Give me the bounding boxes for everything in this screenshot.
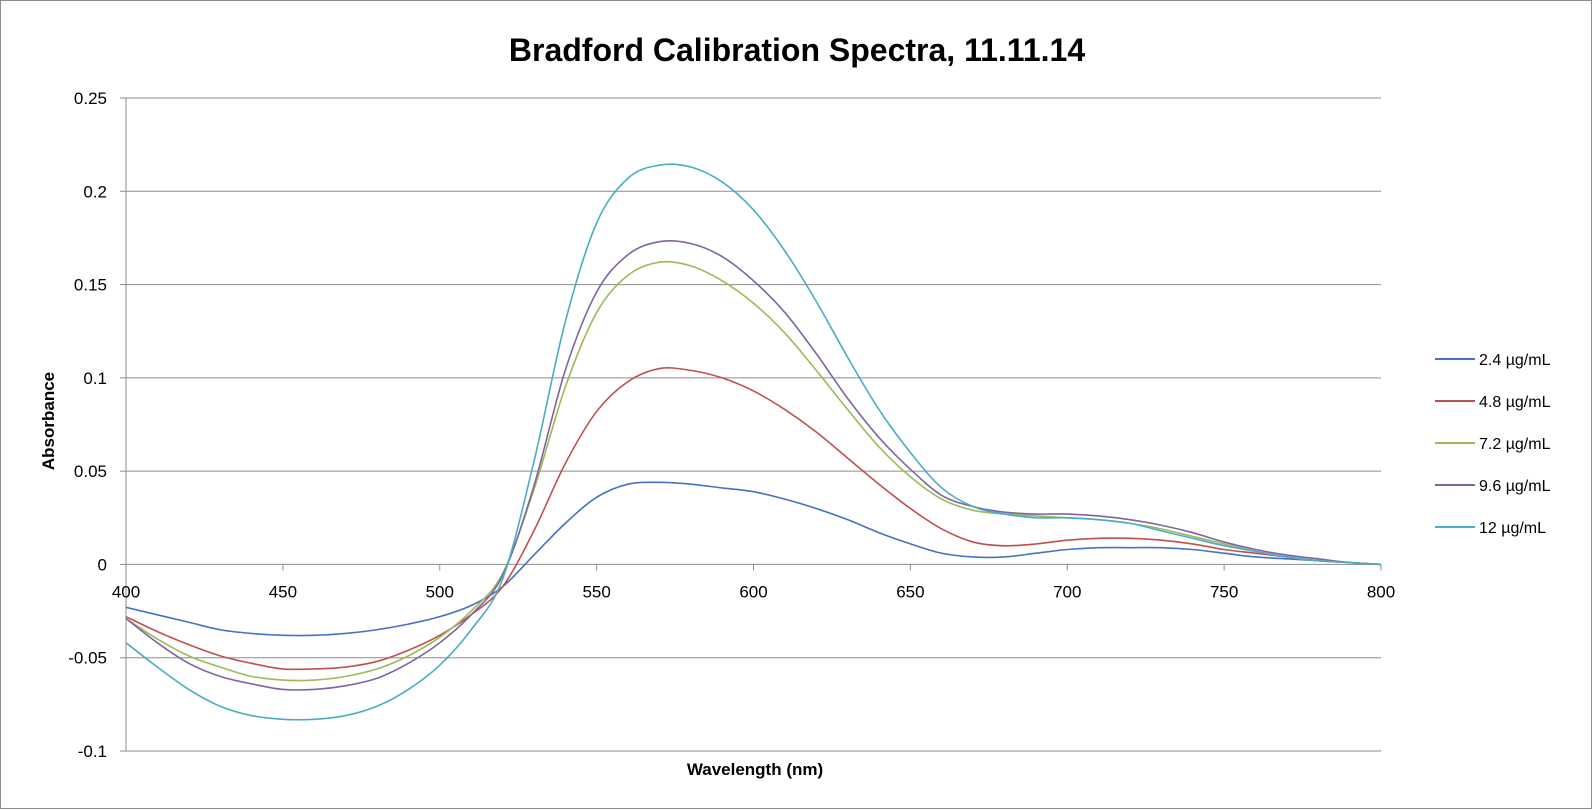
chart-title: Bradford Calibration Spectra, 11.11.14	[509, 32, 1085, 68]
axes	[125, 98, 1381, 751]
x-tick-labels: 400 450 500 550 600 650 700 750 800	[112, 564, 1395, 601]
legend-label-1: 2.4 µg/mL	[1479, 352, 1551, 369]
series-line-3	[125, 260, 1382, 682]
x-tick-label: 700	[1053, 582, 1081, 601]
series-line-5	[125, 163, 1382, 721]
y-tick-label: 0.2	[83, 182, 107, 201]
y-tick-label: -0.05	[68, 649, 107, 668]
series-line-4	[125, 239, 1382, 691]
x-tick-label: 400	[112, 582, 140, 601]
x-axis-title: Wavelength (nm)	[687, 760, 823, 779]
y-tick-label: -0.1	[78, 742, 107, 761]
y-tick-label: 0.1	[83, 369, 107, 388]
legend-label-2: 4.8 µg/mL	[1479, 394, 1551, 411]
x-tick-label: 450	[269, 582, 297, 601]
y-tick-labels: -0.1 -0.05 0 0.05 0.1 0.15 0.2 0.25	[68, 89, 126, 761]
x-tick-label: 500	[426, 582, 454, 601]
x-tick-label: 600	[739, 582, 767, 601]
series-line-1	[125, 481, 1382, 637]
y-tick-label: 0.25	[74, 89, 107, 108]
y-tick-label: 0.05	[74, 462, 107, 481]
x-tick-label: 750	[1210, 582, 1238, 601]
legend-label-3: 7.2 µg/mL	[1479, 436, 1551, 453]
x-tick-label: 800	[1367, 582, 1395, 601]
legend-label-5: 12 µg/mL	[1479, 520, 1546, 537]
plot-series	[125, 163, 1382, 721]
x-tick-label: 550	[582, 582, 610, 601]
series-line-2	[125, 367, 1382, 671]
y-tick-label: 0	[98, 555, 107, 574]
legend-label-4: 9.6 µg/mL	[1479, 478, 1551, 495]
y-tick-label: 0.15	[74, 276, 107, 295]
legend: 2.4 µg/mL 4.8 µg/mL 7.2 µg/mL 9.6 µg/mL 12 µ…	[1435, 352, 1551, 537]
gridlines	[126, 97, 1381, 752]
y-axis-title: Absorbance	[39, 372, 58, 470]
x-tick-label: 650	[896, 582, 924, 601]
